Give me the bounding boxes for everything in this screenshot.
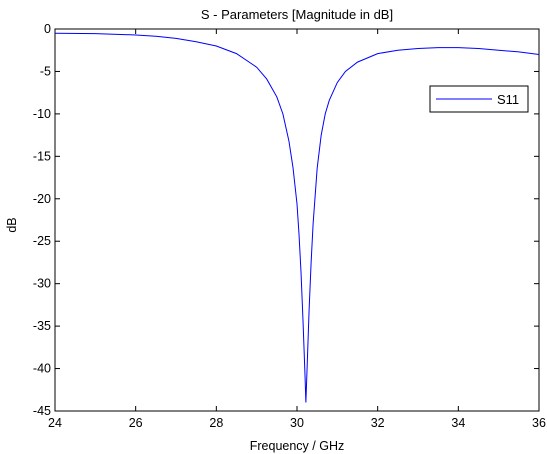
legend: S11 [429,85,529,113]
y-tick-label: -5 [40,64,51,78]
x-tick-label: 28 [209,416,223,430]
axis-ticks: 24 26 28 30 32 34 36 0 -5 -10 -15 -20 -25 -30 -35 -40 -4… [33,22,546,430]
x-tick-label: 24 [48,416,62,430]
y-tick-label: -15 [33,149,51,163]
y-tick-label: -30 [33,277,51,291]
x-tick-label: 26 [129,416,143,430]
y-tick-label: -45 [33,404,51,418]
series-line-s11 [55,32,539,403]
plot-area: 24 26 28 30 32 34 36 0 -5 -10 -15 -20 -25 -30 -35 -40 -4… [33,22,546,430]
legend-label-s11: S11 [497,92,519,107]
y-tick-label: -10 [33,107,51,121]
y-tick-label: -35 [33,319,51,333]
x-axis-label: Frequency / GHz [250,439,344,453]
series-layer [55,32,539,403]
x-tick-label: 36 [532,416,546,430]
y-tick-label: -40 [33,362,51,376]
y-tick-label: -20 [33,192,51,206]
chart-title: S - Parameters [Magnitude in dB] [201,7,393,22]
x-tick-label: 32 [371,416,385,430]
y-tick-label: 0 [44,22,51,36]
y-tick-label: -25 [33,234,51,248]
x-tick-label: 30 [290,416,304,430]
y-axis-label: dB [5,217,19,232]
x-tick-label: 34 [451,416,465,430]
